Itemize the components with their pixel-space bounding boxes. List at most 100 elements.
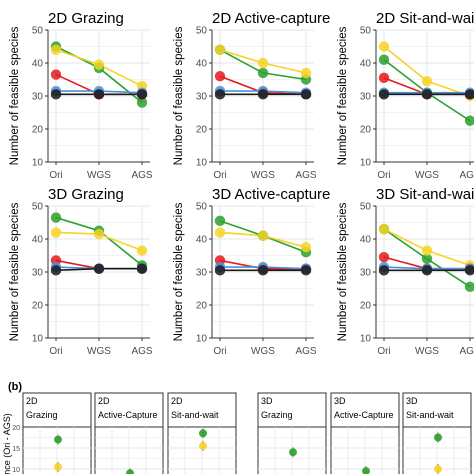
data-point-black — [378, 89, 390, 100]
x-tick-label: WGS — [415, 170, 439, 181]
x-tick-label: AGS — [295, 346, 316, 357]
y-axis-label: Number of feasible species — [173, 26, 185, 165]
facet-strip-label: Grazing — [26, 410, 58, 420]
facet-strip-label: 2D — [26, 396, 38, 406]
data-point-yellow — [214, 44, 226, 55]
y-tick-label: 20 — [360, 301, 372, 312]
data-point-green — [54, 435, 62, 444]
line-chart-3: 10 20 30 40 50 Ori WGS AGS 2D Sit-and-wait Number… — [337, 10, 474, 181]
facet-strip-label: 3D — [334, 396, 346, 406]
data-point-green — [257, 67, 269, 79]
data-point-green — [214, 215, 226, 227]
data-point-green — [362, 467, 370, 474]
chart-title: 3D Grazing — [48, 186, 124, 203]
x-tick-label: WGS — [251, 346, 275, 357]
data-point-yellow — [50, 44, 62, 55]
data-point-black — [136, 263, 148, 274]
data-point-black — [464, 265, 474, 276]
data-point-red — [378, 72, 390, 84]
x-tick-label: Ori — [213, 346, 226, 357]
y-tick-label: 30 — [196, 92, 208, 103]
x-tick-label: Ori — [49, 170, 62, 181]
y-axis-label: Number of feasible species — [337, 26, 349, 165]
facet-strip-label: 3D — [261, 396, 273, 406]
data-point-black — [214, 265, 226, 276]
y-axis-label: Number of feasible species — [9, 26, 21, 165]
data-point-yellow — [199, 441, 207, 450]
data-point-yellow — [257, 230, 269, 241]
data-point-red — [214, 71, 226, 82]
facet-strip-label: 2D — [171, 396, 183, 406]
x-tick-label: AGS — [459, 170, 474, 181]
y-tick-label: 20 — [12, 425, 20, 432]
data-point-green — [464, 115, 474, 126]
data-point-green — [136, 97, 148, 108]
y-tick-label: 30 — [196, 268, 208, 279]
x-tick-label: AGS — [131, 170, 152, 181]
data-point-black — [93, 263, 105, 274]
panel-b-chart-4: 3D Grazing — [257, 392, 327, 474]
x-tick-label: Ori — [377, 170, 390, 181]
data-point-green — [126, 469, 134, 474]
y-tick-label: 50 — [360, 202, 372, 213]
chart-title: 2D Sit-and-wait — [376, 10, 474, 27]
facet-strip — [257, 392, 327, 428]
x-tick-label: WGS — [87, 170, 111, 181]
data-point-black — [464, 89, 474, 100]
y-tick-label: 40 — [196, 59, 208, 70]
data-point-yellow — [54, 462, 62, 471]
facet-strip-label: 3D — [406, 396, 418, 406]
data-point-yellow — [421, 75, 433, 87]
facet-strip-label: Active-Capture — [334, 410, 394, 420]
y-tick-label: 10 — [32, 158, 44, 169]
x-tick-label: AGS — [459, 346, 474, 357]
chart-title: 2D Active-capture — [212, 10, 330, 27]
y-tick-label: 20 — [32, 301, 44, 312]
data-point-green — [378, 54, 390, 65]
data-point-black — [300, 265, 312, 276]
y-axis-label: Number of feasible species — [337, 202, 349, 341]
data-point-black — [257, 89, 269, 100]
x-tick-label: AGS — [295, 170, 316, 181]
data-point-yellow — [136, 245, 148, 256]
data-point-green — [289, 448, 297, 457]
y-tick-label: 10 — [360, 334, 372, 345]
line-chart-2: 10 20 30 40 50 Ori WGS AGS 2D Active-capture Numb… — [173, 10, 330, 181]
y-tick-label: 30 — [360, 268, 372, 279]
data-point-green — [464, 281, 474, 293]
data-point-green — [421, 253, 433, 264]
y-tick-label: 40 — [32, 235, 44, 246]
y-tick-label: 40 — [360, 59, 372, 70]
y-tick-label: 10 — [32, 334, 44, 345]
y-tick-label: 30 — [32, 92, 44, 103]
facet-strip-label: Active-Capture — [98, 410, 158, 420]
y-tick-label: 10 — [12, 467, 20, 474]
facet-strip-label: Sit-and-wait — [171, 410, 219, 420]
data-point-black — [421, 89, 433, 100]
data-point-yellow — [378, 41, 390, 52]
chart-title: 2D Grazing — [48, 10, 124, 27]
data-point-black — [257, 265, 269, 276]
data-point-yellow — [50, 227, 62, 238]
data-point-black — [214, 89, 226, 100]
data-point-black — [50, 89, 62, 100]
y-tick-label: 20 — [360, 125, 372, 136]
y-tick-label: 50 — [196, 202, 208, 213]
data-point-green — [199, 429, 207, 438]
data-point-black — [93, 89, 105, 100]
y-tick-label: 20 — [196, 125, 208, 136]
facet-strip — [402, 392, 472, 428]
y-tick-label: 20 — [32, 125, 44, 136]
panel-b-y-axis-label: rence (Ori - AGS) — [2, 413, 12, 474]
y-axis-label: Number of feasible species — [9, 202, 21, 341]
data-point-yellow — [300, 242, 312, 253]
y-tick-label: 50 — [360, 26, 372, 37]
line-chart-1: 10 20 30 40 50 Ori WGS AGS 2D Grazing Number of f… — [9, 10, 153, 181]
y-tick-label: 15 — [12, 446, 20, 453]
x-tick-label: Ori — [213, 170, 226, 181]
y-tick-label: 30 — [32, 268, 44, 279]
data-point-yellow — [257, 57, 269, 69]
x-tick-label: WGS — [251, 170, 275, 181]
data-point-black — [136, 89, 148, 100]
